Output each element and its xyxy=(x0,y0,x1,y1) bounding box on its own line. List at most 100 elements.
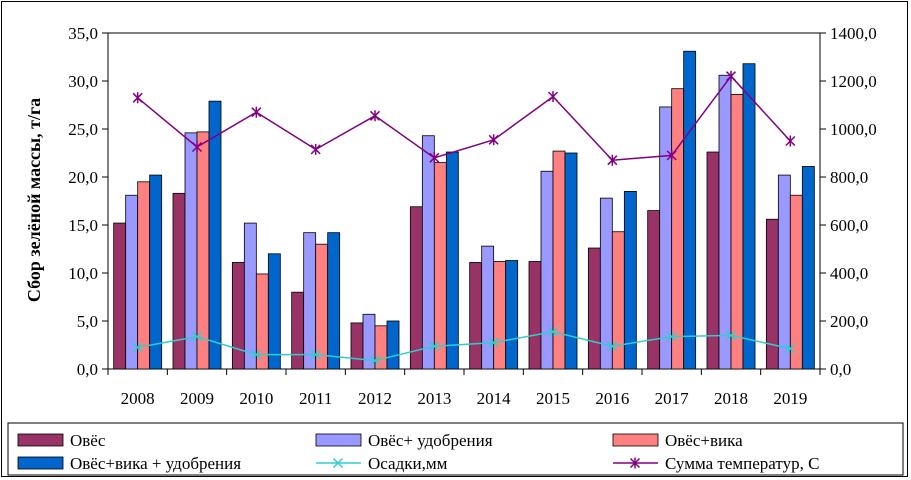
bar xyxy=(315,243,329,370)
bar xyxy=(386,320,400,370)
line-marker xyxy=(725,330,737,341)
line-marker xyxy=(666,331,677,342)
bar xyxy=(137,181,151,370)
legend-label: Овёс+ удобрения xyxy=(368,431,493,450)
bar xyxy=(742,63,756,370)
y-tick-label: 25,0 xyxy=(68,120,98,139)
bar xyxy=(421,135,435,370)
y-axis-label: Сбор зелёной массы, т/га xyxy=(24,98,44,302)
bar xyxy=(172,192,186,370)
bar xyxy=(469,262,483,370)
legend-label: Овёс xyxy=(70,431,106,450)
bar xyxy=(683,50,697,370)
legend-swatch xyxy=(612,433,659,447)
series-line xyxy=(137,331,791,362)
y2-tick-label: 600,0 xyxy=(830,216,868,235)
y-tick-label: 30,0 xyxy=(68,72,98,91)
bar xyxy=(327,232,341,370)
line-marker xyxy=(607,341,618,352)
legend: Овёс Овёс+ удобрения Овёс+вика Овёс+вика + … xyxy=(7,422,904,476)
bar xyxy=(350,322,364,370)
legend-swatch xyxy=(17,433,64,447)
bar xyxy=(718,74,732,370)
bar xyxy=(184,132,198,370)
line-marker xyxy=(607,154,618,166)
bar xyxy=(552,150,566,370)
bar xyxy=(149,174,163,370)
x-tick-label: 2015 xyxy=(536,389,570,408)
y-tick-label: 0,0 xyxy=(77,360,98,379)
line-marker xyxy=(251,349,262,360)
line-marker xyxy=(429,341,440,352)
bar xyxy=(291,291,305,370)
line-marker xyxy=(310,143,321,155)
line-marker xyxy=(332,457,344,469)
y2-tick-label: 1000,0 xyxy=(830,120,877,139)
bar xyxy=(445,151,459,370)
y-tick-label: 5,0 xyxy=(77,312,98,331)
y-tick-label: 20,0 xyxy=(68,168,98,187)
line-marker xyxy=(369,110,381,122)
bar xyxy=(231,262,245,370)
legend-box xyxy=(7,422,904,476)
bar xyxy=(659,106,673,370)
x-tick-label: 2013 xyxy=(417,389,451,408)
line-marker xyxy=(666,149,677,161)
x-tick-label: 2016 xyxy=(595,389,629,408)
x-tick-label: 2019 xyxy=(773,389,807,408)
x-tick-label: 2014 xyxy=(477,389,512,408)
line-marker xyxy=(132,342,143,353)
x-tick-label: 2011 xyxy=(299,389,332,408)
line-marker xyxy=(429,152,440,164)
bars-group xyxy=(113,50,815,370)
y-tick-label: 35,0 xyxy=(68,24,98,43)
bar xyxy=(564,152,578,370)
bar xyxy=(113,222,127,370)
bar xyxy=(730,94,744,370)
bar xyxy=(801,166,815,370)
line-marker xyxy=(629,457,641,469)
line-marker xyxy=(547,91,559,103)
line-marker xyxy=(369,355,381,366)
y2-tick-label: 800,0 xyxy=(830,168,868,187)
bar xyxy=(647,210,661,370)
bar xyxy=(196,131,210,370)
bar xyxy=(267,253,281,370)
line-marker xyxy=(191,331,203,342)
legend-label: Сумма температур, С xyxy=(665,454,819,473)
bar xyxy=(125,194,139,370)
line-marker xyxy=(132,92,143,104)
bar xyxy=(765,218,779,370)
line-marker xyxy=(310,349,321,360)
x-tick-label: 2012 xyxy=(358,389,392,408)
y2-tick-label: 400,0 xyxy=(830,264,868,283)
line-marker xyxy=(785,343,796,354)
line-marker xyxy=(251,106,262,118)
legend-swatch xyxy=(17,456,64,470)
x-tick-label: 2017 xyxy=(655,389,690,408)
y2-tick-label: 1200,0 xyxy=(830,72,877,91)
legend-label: Овёс+вика + удобрения xyxy=(70,454,241,473)
y-tick-label: 15,0 xyxy=(68,216,98,235)
line-marker xyxy=(725,70,737,82)
series-line xyxy=(137,75,791,161)
bar xyxy=(505,260,519,370)
bar xyxy=(208,100,222,370)
bar xyxy=(789,194,803,370)
bar xyxy=(433,162,447,370)
x-tick-label: 2010 xyxy=(239,389,273,408)
x-tick-label: 2008 xyxy=(121,389,155,408)
x-tick-label: 2018 xyxy=(714,389,748,408)
line-marker xyxy=(488,134,499,146)
bar xyxy=(540,170,554,370)
bar xyxy=(493,261,507,370)
line-marker xyxy=(547,326,559,337)
y2-tick-label: 200,0 xyxy=(830,312,868,331)
x-tick-label: 2009 xyxy=(180,389,214,408)
legend-label: Овёс+вика xyxy=(665,431,743,450)
y2-tick-label: 1400,0 xyxy=(830,24,877,43)
bar xyxy=(587,247,601,370)
legend-swatch xyxy=(315,433,362,447)
